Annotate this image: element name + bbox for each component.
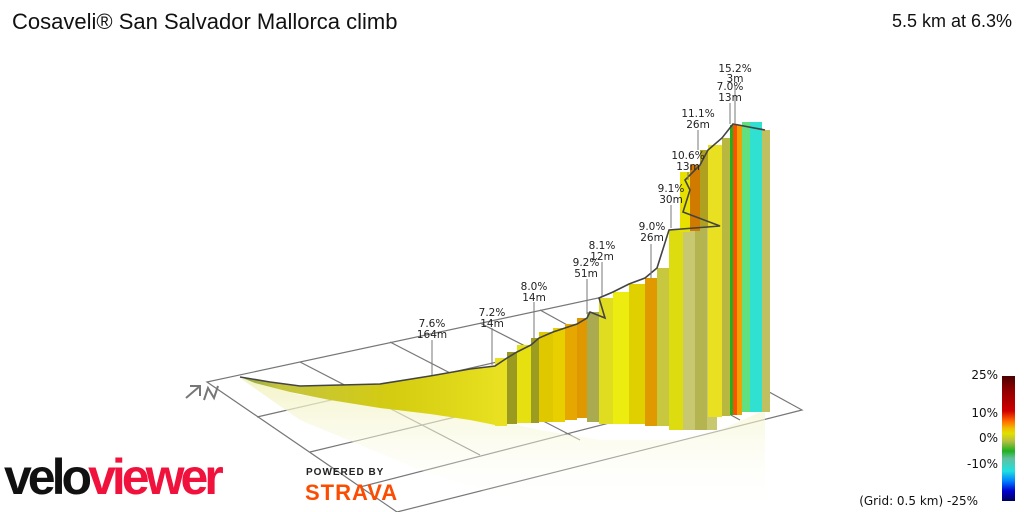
climb-summary: 5.5 km at 6.3%	[891, 11, 1012, 31]
annotation-gradient: 9.2%	[573, 257, 600, 269]
grid-scale-note: (Grid: 0.5 km) -25%	[859, 494, 978, 508]
annotation-gradient: 8.1%	[589, 240, 616, 252]
profile-bars	[495, 122, 770, 430]
annotation-gradient: 9.0%	[639, 221, 666, 233]
legend-tick-0: 0%	[978, 431, 998, 445]
legend-tick-25: 25%	[971, 368, 998, 382]
annotation-length: 12m	[590, 251, 614, 263]
annotation-length: 14m	[480, 318, 504, 330]
powered-by-label: POWERED BY	[306, 467, 385, 478]
annotation-length: 164m	[417, 329, 447, 341]
annotation-length: 30m	[659, 194, 683, 206]
annotation-gradient: 7.2%	[479, 307, 506, 319]
annotation-gradient: 10.6%	[671, 150, 704, 162]
annotation-gradient: 11.1%	[681, 108, 714, 120]
gradient-annotations: 7.6% 164m 7.2% 14m 8.0% 14m 9.2% 51m 8.1…	[417, 63, 752, 341]
annotation-length: 13m	[676, 161, 700, 173]
annotation-gradient: 7.6%	[419, 318, 446, 330]
annotation-length: 51m	[574, 268, 598, 280]
annotation-length: 26m	[686, 119, 710, 131]
gradient-colorbar	[1002, 376, 1015, 501]
annotation-gradient: 9.1%	[658, 183, 685, 195]
profile-reflection	[240, 378, 765, 510]
legend-tick-minus10: -10%	[966, 457, 998, 471]
grid-note-text: (Grid: 0.5 km)	[859, 494, 944, 508]
annotation-leaders	[431, 85, 736, 375]
page-title: Cosaveli® San Salvador Mallorca climb	[12, 9, 398, 34]
profile-section-flat	[240, 366, 495, 425]
annotation-length: 26m	[640, 232, 664, 244]
veloviewer-logo[interactable]: veloviewer	[4, 449, 224, 505]
annotation-length: 13m	[718, 92, 742, 104]
logo-velo-text: velo	[4, 449, 92, 505]
annotation-length: 3m	[727, 73, 744, 85]
annotation-gradient: 15.2%	[718, 63, 751, 75]
legend-tick-minus25: -25%	[946, 494, 978, 508]
strava-logo[interactable]: STRAVA	[305, 480, 399, 505]
logo-viewer-text: viewer	[88, 449, 224, 505]
profile-top-line	[239, 123, 766, 387]
legend-tick-10: 10%	[971, 406, 998, 420]
annotation-length: 14m	[522, 292, 546, 304]
annotation-gradient: 7.0%	[717, 81, 744, 93]
annotation-gradient: 8.0%	[521, 281, 548, 293]
north-arrow-icon	[185, 385, 219, 401]
